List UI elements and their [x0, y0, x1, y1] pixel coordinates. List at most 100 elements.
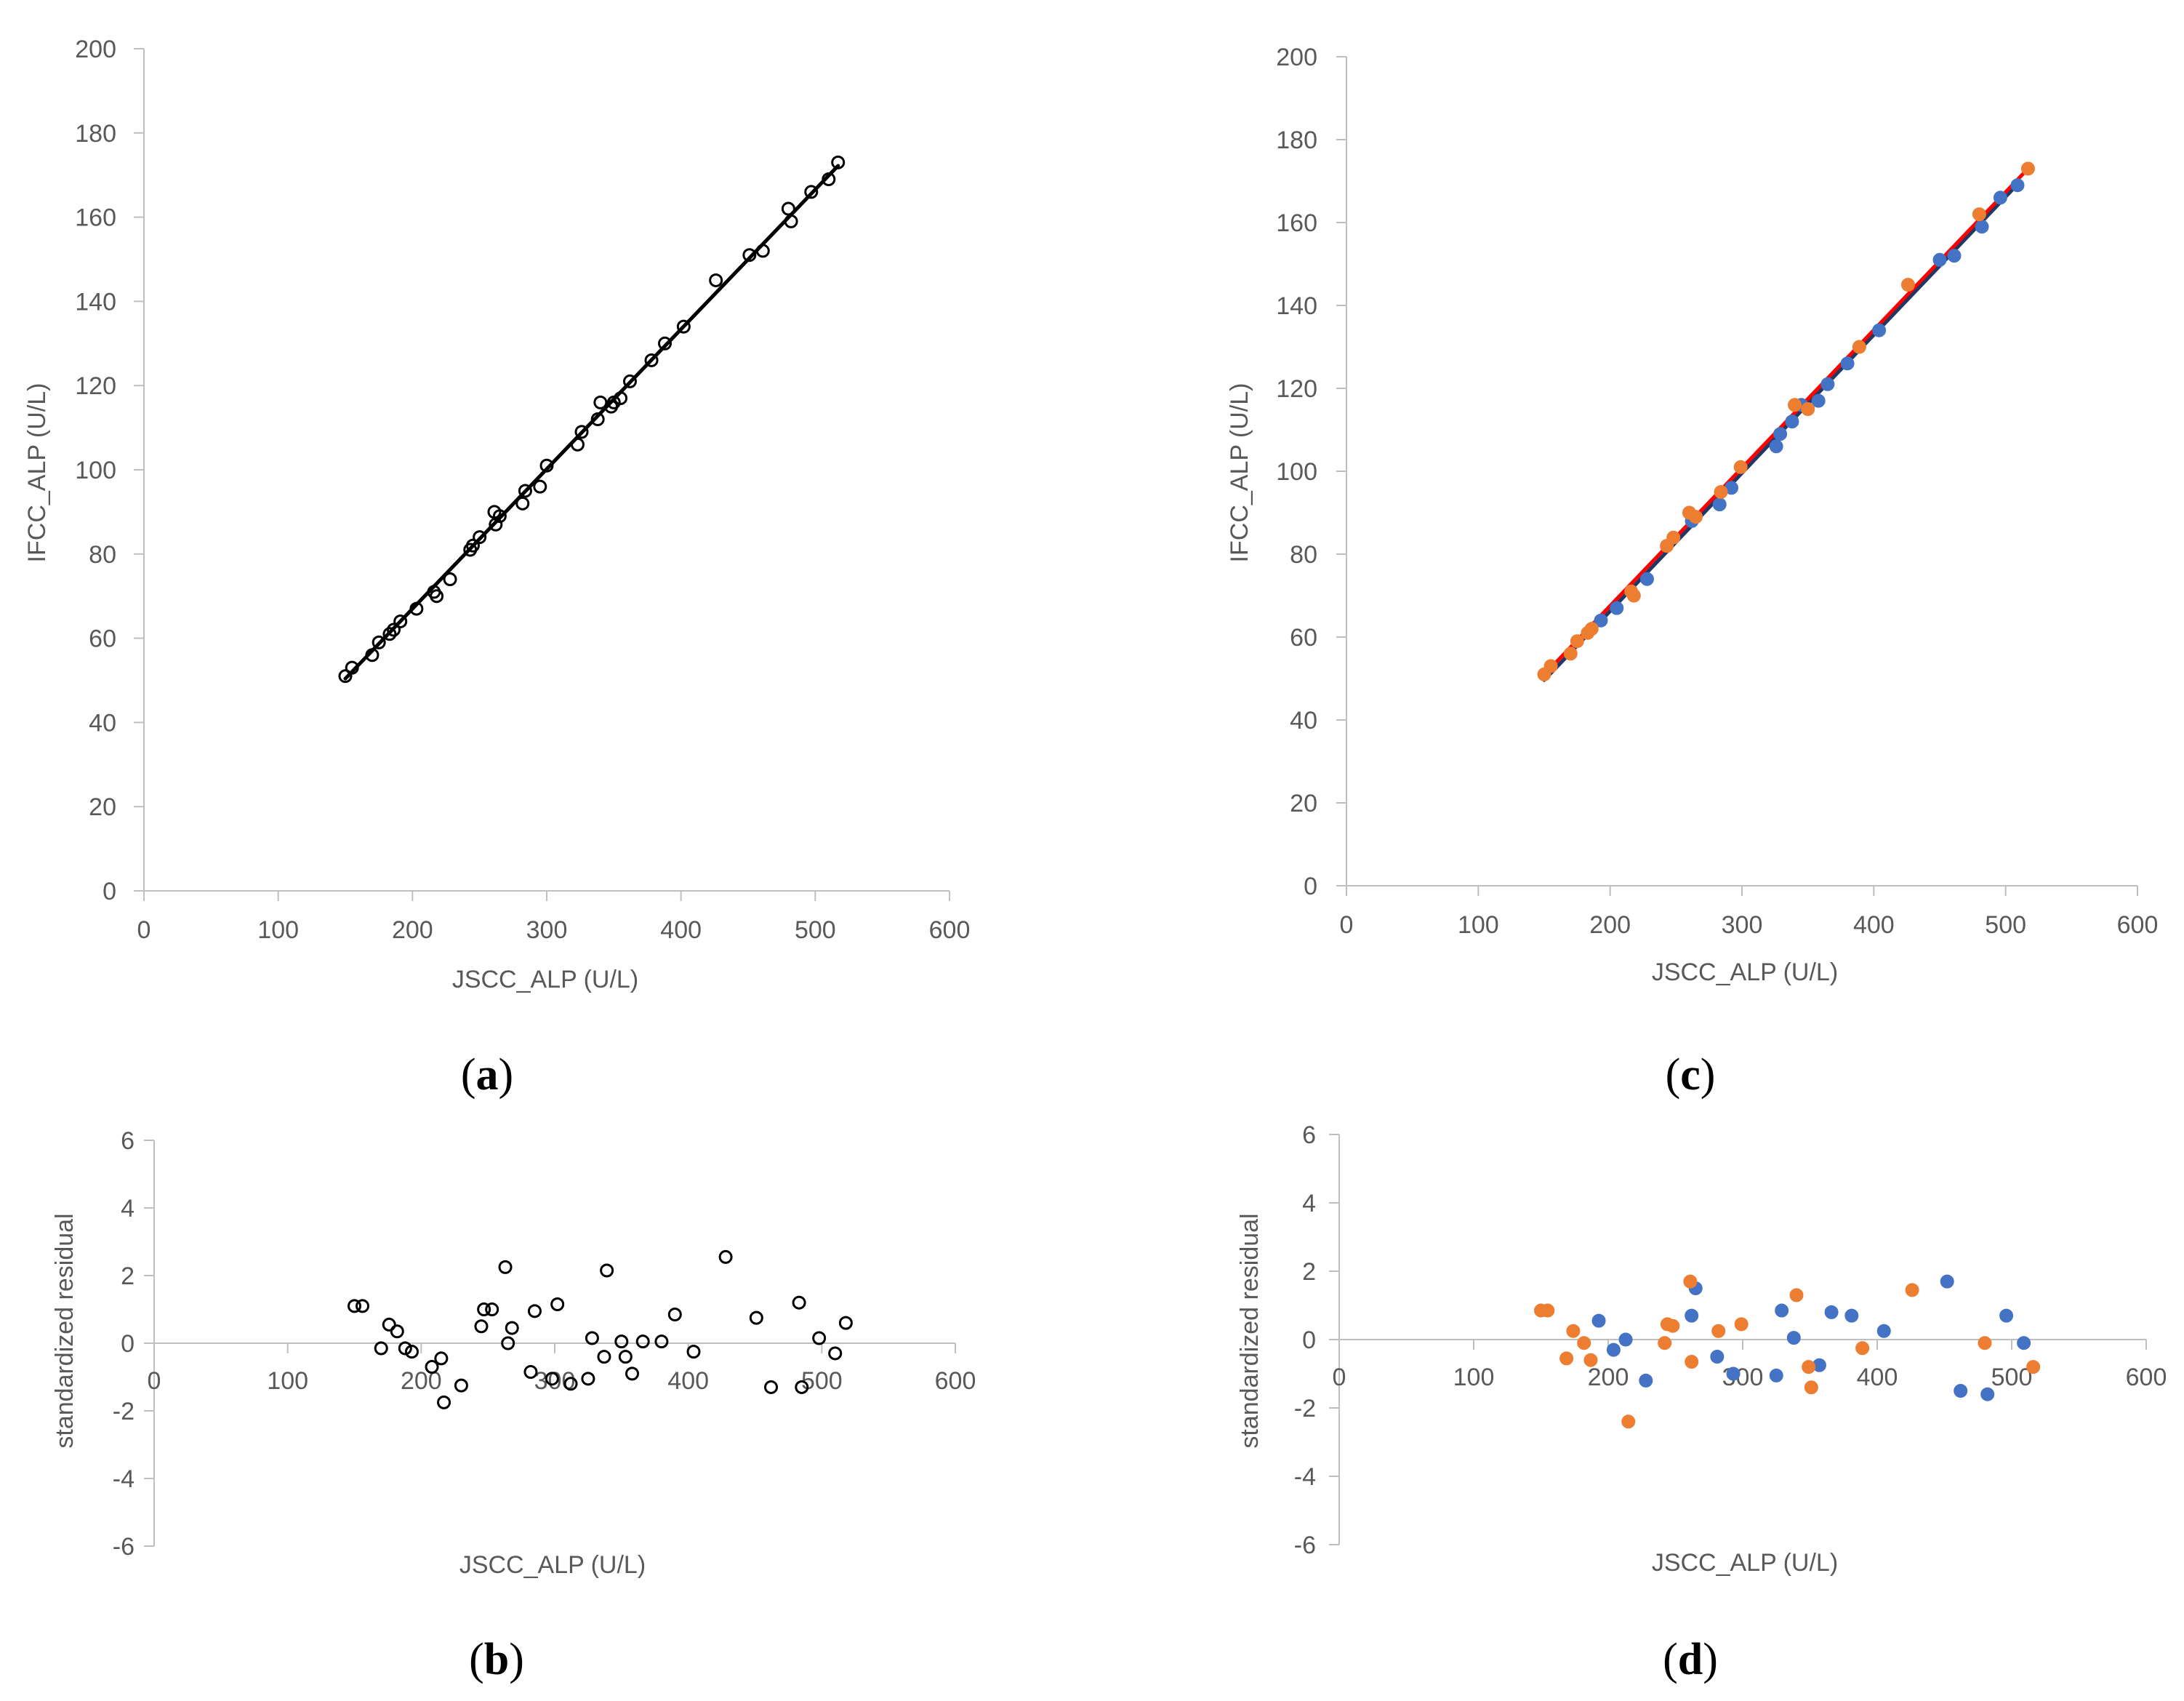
- chart-a-point: [409, 601, 424, 616]
- chart-a-point: [831, 155, 846, 169]
- chart-a-y-tick-label: 140: [75, 288, 116, 316]
- chart-d-y-tick-label: -2: [1294, 1395, 1316, 1422]
- chart-b-point: [434, 1351, 449, 1366]
- chart-d-point: [2017, 1336, 2031, 1350]
- chart-a-point: [822, 172, 836, 186]
- chart-d-y-tick-label: -6: [1294, 1532, 1316, 1559]
- chart-d-point: [1786, 1331, 1801, 1345]
- chart-d-point: [1978, 1336, 1992, 1350]
- chart-b-point: [581, 1372, 595, 1386]
- chart-b-x-tick-label: 600: [935, 1367, 976, 1395]
- chart-b-y-tick-label: 2: [121, 1262, 135, 1290]
- chart-c: IFCC_ALP (U/L) JSCC_ALP (U/L) (c) 0 20 40 6…: [1226, 44, 2158, 1100]
- chart-a-x-tick-label: 200: [392, 916, 433, 944]
- chart-b-point: [485, 1302, 499, 1316]
- panel-label-b: (b): [469, 1635, 524, 1684]
- chart-c-point: [1773, 427, 1788, 441]
- chart-b-point: [474, 1319, 489, 1334]
- chart-d-y-tick-label: 6: [1302, 1121, 1316, 1149]
- chart-c-point: [1820, 377, 1835, 391]
- chart-a-point: [539, 458, 554, 473]
- chart-d-point: [1789, 1288, 1804, 1302]
- chart-d-point: [1666, 1318, 1680, 1333]
- chart-a-y-tick-label: 60: [89, 625, 116, 653]
- chart-b-ylabel: standardized residual: [51, 1213, 79, 1448]
- chart-d-point: [1711, 1324, 1726, 1338]
- chart-d-point: [1683, 1274, 1698, 1289]
- chart-c-point: [1689, 510, 1703, 524]
- chart-a-point: [372, 635, 386, 649]
- chart-a-y-tick-label: 160: [75, 204, 116, 232]
- chart-a-point: [533, 479, 547, 494]
- chart-c-y-tick-label: 60: [1290, 624, 1317, 652]
- chart-d-y-tick-label: 2: [1302, 1258, 1316, 1286]
- chart-c-x-tick-label: 200: [1589, 911, 1631, 939]
- chart-d-point: [1591, 1313, 1606, 1328]
- chart-d-point: [1954, 1384, 1968, 1398]
- chart-a-x-tick-label: 500: [795, 916, 836, 944]
- chart-d-point: [1802, 1360, 1816, 1374]
- chart-b-point: [498, 1260, 513, 1274]
- chart-c-x-tick-label: 600: [2117, 911, 2159, 939]
- chart-a-point: [518, 484, 532, 498]
- chart-b: standardized residual JSCC_ALP (U/L) (b)…: [51, 1127, 976, 1684]
- chart-c-y-tick-label: 140: [1276, 292, 1317, 320]
- chart-d-point: [1876, 1324, 1891, 1338]
- chart-d-point: [1844, 1308, 1859, 1323]
- chart-c-point: [1769, 439, 1783, 454]
- chart-c-point: [1714, 485, 1728, 499]
- chart-c-y-tick-label: 180: [1276, 127, 1317, 154]
- chart-c-point: [1543, 659, 1558, 673]
- chart-c-point: [1733, 460, 1748, 474]
- chart-b-point: [523, 1365, 538, 1380]
- chart-b-x-tick-label: 500: [801, 1367, 843, 1395]
- chart-b-point: [667, 1307, 682, 1321]
- chart-b-point: [614, 1334, 629, 1349]
- chart-a-y-tick-label: 20: [89, 793, 116, 821]
- chart-b-point: [550, 1297, 565, 1312]
- chart-b-point: [795, 1380, 809, 1394]
- chart-c-x-tick-label: 100: [1458, 911, 1499, 939]
- chart-d-point: [1775, 1303, 1789, 1318]
- chart-d-x-tick-label: 0: [1333, 1364, 1346, 1391]
- chart-b-point: [654, 1334, 669, 1349]
- chart-c-point: [1852, 340, 1866, 354]
- chart-b-point: [718, 1249, 733, 1264]
- chart-a-point: [709, 273, 723, 287]
- chart-d-point: [1940, 1274, 1954, 1289]
- chart-a-point: [676, 319, 691, 334]
- chart-a-x-tick-label: 100: [257, 916, 299, 944]
- chart-b-point: [390, 1324, 404, 1339]
- panel-label-d: (d): [1663, 1635, 1718, 1684]
- chart-b-point: [454, 1378, 468, 1393]
- chart-a-point: [345, 660, 359, 675]
- chart-a-point: [393, 614, 408, 628]
- chart-d-point: [1566, 1324, 1581, 1338]
- chart-c-xlabel: JSCC_ALP (U/L): [1652, 958, 1838, 986]
- chart-a-y-tick-label: 120: [75, 372, 116, 400]
- chart-a-y-tick-label: 100: [75, 457, 116, 484]
- chart-d-point: [1658, 1336, 1672, 1350]
- chart-c-point: [1563, 647, 1578, 661]
- chart-b-point: [585, 1331, 599, 1345]
- chart-d-point: [1685, 1308, 1699, 1323]
- chart-c-point: [2020, 161, 2035, 176]
- chart-b-point: [437, 1395, 451, 1409]
- chart-b-point: [812, 1331, 827, 1345]
- chart-b-point: [382, 1317, 396, 1332]
- chart-c-point: [1801, 402, 1815, 416]
- chart-c-point: [1785, 415, 1799, 429]
- chart-c-point: [1947, 249, 1962, 263]
- chart-b-point: [348, 1299, 361, 1313]
- chart-a-x-tick-label: 300: [526, 916, 568, 944]
- chart-b-y-tick-label: -2: [113, 1398, 135, 1425]
- chart-d-y-tick-label: 0: [1302, 1326, 1316, 1354]
- chart-d-point: [1804, 1380, 1818, 1395]
- chart-a-point: [755, 244, 770, 258]
- chart-d-y-tick-label: -4: [1294, 1463, 1316, 1491]
- chart-b-point: [477, 1302, 491, 1316]
- chart-b-y-tick-label: 0: [121, 1330, 135, 1358]
- chart-b-x-tick-label: 0: [148, 1367, 161, 1395]
- chart-b-point: [501, 1336, 515, 1350]
- chart-a-point: [781, 201, 795, 216]
